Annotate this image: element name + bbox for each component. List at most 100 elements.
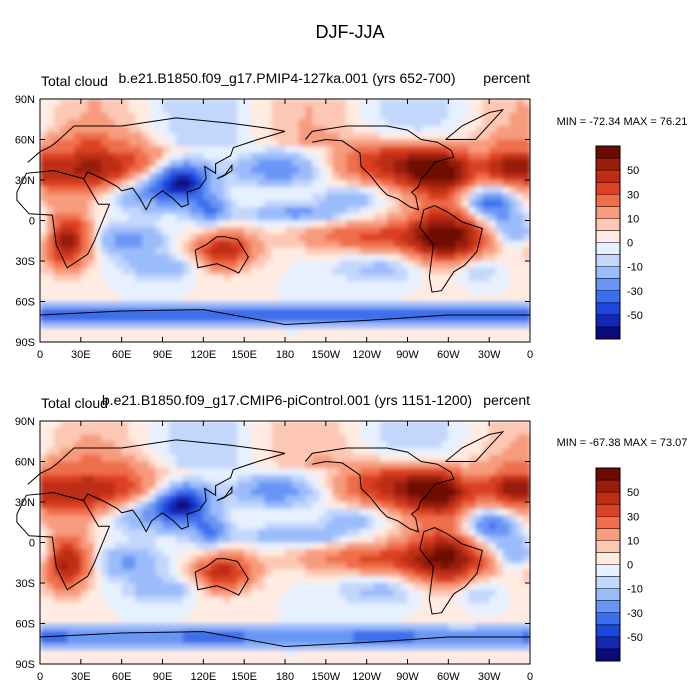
y-tick-label: 30N	[15, 497, 35, 509]
colorbar-label: 30	[627, 189, 639, 201]
coastline	[305, 447, 455, 533]
colorbar-swatch	[596, 528, 620, 541]
colorbar-swatch	[596, 158, 620, 171]
coastline	[419, 205, 483, 293]
x-tick-label: 30E	[71, 349, 91, 361]
colorbar-label: 10	[627, 535, 639, 547]
coastline	[27, 117, 286, 163]
x-tick-label: 150E	[231, 671, 257, 683]
x-tick-label: 0	[37, 671, 43, 683]
minmax-label: MIN = -72.34 MAX = 76.21	[557, 116, 688, 128]
colorbar-label: 10	[627, 213, 639, 225]
colorbar-label: -10	[627, 262, 643, 274]
colorbar-label: 50	[627, 487, 639, 499]
x-tick-label: 0	[37, 349, 43, 361]
colorbar-label: -50	[627, 310, 643, 322]
x-tick-label: 60E	[112, 349, 132, 361]
x-tick-label: 150W	[311, 349, 340, 361]
coastline	[27, 439, 286, 485]
colorbar-swatch	[596, 504, 620, 517]
colorbar-swatch	[596, 182, 620, 195]
x-tick-label: 120W	[352, 349, 381, 361]
coastline	[16, 492, 111, 591]
colorbar-swatch	[596, 290, 620, 304]
y-tick-label: 30N	[15, 175, 35, 187]
colorbar-swatch	[596, 254, 620, 267]
colorbar-swatch	[596, 206, 620, 219]
cloud-anomaly-field	[40, 99, 530, 342]
coastline	[305, 125, 455, 211]
x-tick-label: 60W	[437, 349, 460, 361]
y-axis: 90N 60N 30N 0 30S 60S 90S	[15, 94, 530, 349]
colorbar-swatch	[596, 218, 620, 231]
colorbar-label: -10	[627, 584, 643, 596]
y-tick-label: 0	[29, 216, 35, 228]
x-tick-label: 90W	[396, 671, 419, 683]
y-axis: 90N 60N 30N 0 30S 60S 90S	[15, 416, 530, 671]
colorbar-swatch	[596, 564, 620, 577]
y-tick-label: 90N	[15, 416, 35, 428]
coastline	[445, 431, 505, 462]
coastline	[445, 109, 505, 140]
colorbar-label: -30	[627, 286, 643, 298]
x-tick-label: 120E	[190, 349, 216, 361]
y-tick-label: 60S	[15, 619, 35, 631]
x-tick-label: 90W	[396, 349, 419, 361]
x-tick-label: 30W	[478, 671, 501, 683]
colorbar-swatch	[596, 230, 620, 243]
cloud-anomaly-field	[40, 421, 530, 664]
colorbar-swatch	[596, 314, 620, 328]
colorbar-label: -50	[627, 632, 643, 644]
map-panel-top: Total cloud b.e21.B1850.f09_g17.PMIP4-12…	[15, 70, 688, 361]
colorbar-label: 0	[627, 560, 633, 572]
variable-label: Total cloud	[41, 73, 108, 89]
minmax-label: MIN = -67.38 MAX = 73.07	[557, 437, 688, 449]
x-tick-label: 120E	[190, 671, 216, 683]
x-tick-label: 0	[527, 349, 533, 361]
y-tick-label: 90S	[15, 337, 35, 349]
x-tick-label: 0	[527, 671, 533, 683]
colorbar-swatch	[596, 612, 620, 626]
coastline	[216, 485, 233, 502]
coastline	[419, 527, 483, 615]
colorbar-swatch	[596, 516, 620, 529]
colorbar-swatch	[596, 146, 620, 159]
y-tick-label: 60N	[15, 457, 35, 469]
colorbar-label: 50	[627, 165, 639, 177]
colorbar-swatch	[596, 468, 620, 481]
y-tick-label: 60N	[15, 135, 35, 147]
x-axis: 0 30E 60E 90E 120E 150E 180 150W 120W 90W 60W 30W 0	[37, 421, 533, 683]
colorbar-label: 0	[627, 238, 633, 250]
x-tick-label: 60E	[112, 671, 132, 683]
colorbar-swatch	[596, 588, 620, 601]
coastline	[39, 309, 530, 326]
coastline	[194, 236, 249, 274]
colorbar-swatch	[596, 648, 620, 662]
coastlines	[16, 431, 530, 648]
map-panel-bottom: Total cloud b.e21.B1850.f09_g17.CMIP6-pi…	[15, 392, 688, 683]
coastline	[194, 558, 249, 596]
coastline	[16, 170, 111, 269]
y-tick-label: 0	[29, 538, 35, 550]
colorbar-swatch	[596, 480, 620, 493]
colorbar-swatch	[596, 278, 620, 292]
colorbar-swatch	[596, 242, 620, 255]
colorbar-swatch	[596, 636, 620, 650]
coastline	[83, 130, 286, 211]
y-tick-label: 90N	[15, 94, 35, 106]
units-label: percent	[483, 70, 530, 86]
colorbar-swatch	[596, 600, 620, 614]
x-tick-label: 120W	[352, 671, 381, 683]
x-tick-label: 30W	[478, 349, 501, 361]
y-tick-label: 30S	[15, 256, 35, 268]
colorbar-swatch	[596, 170, 620, 183]
case-label: b.e21.B1850.f09_g17.CMIP6-piControl.001 …	[102, 392, 472, 408]
colorbar-swatch	[596, 552, 620, 565]
x-tick-label: 90E	[153, 349, 173, 361]
colorbar-swatch	[596, 540, 620, 553]
x-tick-label: 60W	[437, 671, 460, 683]
colorbar-swatch	[596, 576, 620, 589]
coastlines	[16, 109, 530, 326]
y-tick-label: 30S	[15, 578, 35, 590]
